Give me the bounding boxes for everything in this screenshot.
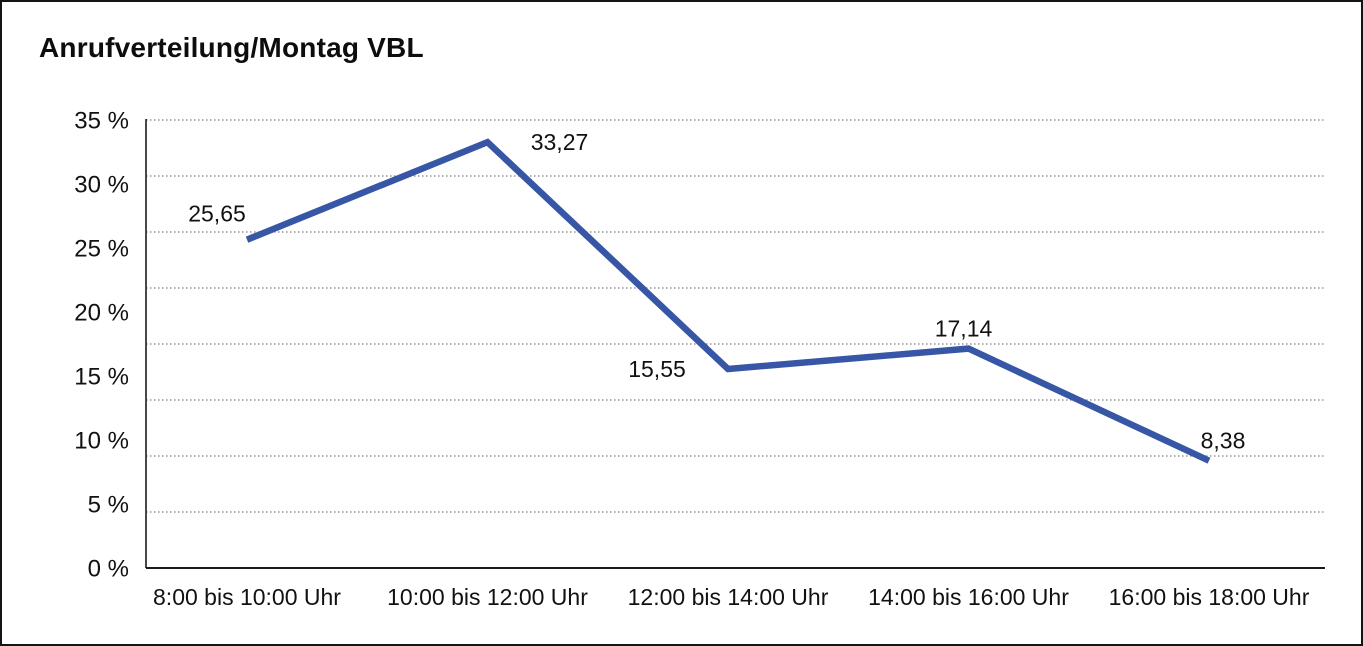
chart-title: Anrufverteilung/Montag VBL <box>39 32 424 63</box>
y-axis-tick-label: 35 % <box>74 108 129 135</box>
y-axis-tick-label: 20 % <box>74 300 129 327</box>
data-point-label: 17,14 <box>935 316 993 342</box>
series-line <box>245 138 1211 464</box>
x-axis-category-label: 12:00 bis 14:00 Uhr <box>628 584 829 610</box>
y-axis-tick-label: 10 % <box>74 428 129 455</box>
x-axis-category-label: 14:00 bis 16:00 Uhr <box>868 584 1069 610</box>
data-point-label: 8,38 <box>1201 428 1246 454</box>
data-point-label: 33,27 <box>531 129 589 155</box>
x-axis-category-label: 10:00 bis 12:00 Uhr <box>387 584 588 610</box>
y-axis-tick-label: 30 % <box>74 172 129 199</box>
y-axis-tick-label: 5 % <box>88 492 129 519</box>
x-axis-category-label: 16:00 bis 18:00 Uhr <box>1109 584 1310 610</box>
y-axis-tick-label: 25 % <box>74 236 129 263</box>
y-axis-tick-label: 15 % <box>74 364 129 391</box>
data-point-label: 15,55 <box>628 356 686 382</box>
data-point-label: 25,65 <box>188 201 246 227</box>
y-axis-tick-label: 0 % <box>88 556 129 583</box>
x-axis-category-label: 8:00 bis 10:00 Uhr <box>153 584 341 610</box>
